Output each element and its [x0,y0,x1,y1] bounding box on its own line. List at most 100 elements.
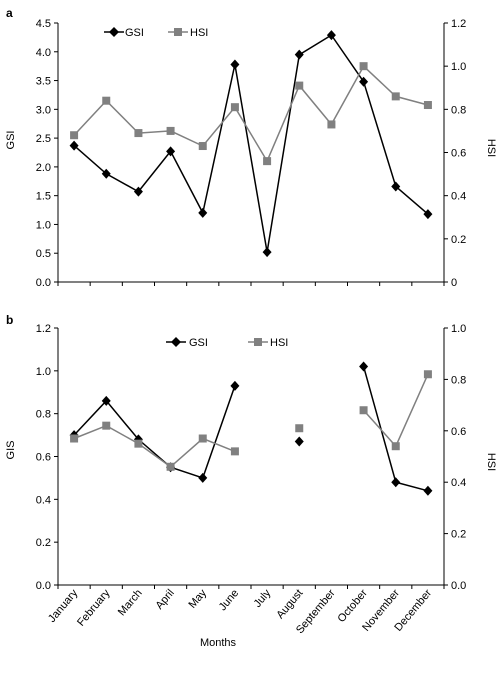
panel-a-y-right-tick-label: 0 [451,277,457,289]
panel-b-hsi-point [102,421,111,430]
panel-a-gsi-point [423,209,433,220]
panel-a-hsi-point [70,131,79,140]
panel-a-hsi-line [73,64,429,163]
panel-b-y-right-tick-label: 0.0 [451,580,466,592]
panel-a-gsi-point [326,30,336,41]
panel-b-hsi-point [359,406,368,415]
panel-b-y-left-tick-label: 0.2 [36,537,51,549]
panel-b-hsi-point [70,434,79,443]
panel-a-y-right-tick-label: 1.2 [451,18,466,30]
panel-b-gsi-point [101,395,111,406]
panel-b-hsi-point [423,370,432,379]
panel-b-hsi-point [230,447,239,456]
panel-a-hsi-point [230,103,239,112]
panel-a-y-left-label: GSI [5,131,17,150]
x-category-label: June [217,587,242,613]
panel-a-gsi-point [69,140,79,151]
panel-a-hsi-point [327,120,336,129]
panel-b-gsi-point [391,477,401,488]
panel-a-hsi-point [263,157,272,166]
panel-a-y-right-label: HSI [485,139,497,157]
panel-a-gsi-point [294,49,304,60]
panel-b-hsi-line [73,424,236,468]
panel-a-hsi-point [391,92,400,101]
panel-b-gsi-point [198,472,208,483]
panel-a-hsi-point [134,129,143,138]
chart-marks: 0.0 0.5 1.0 1.5 2.0 2.5 3.0 3.5 4.0 4.5 0 0.2 0.4 0.6… [36,18,467,636]
panel-a-y-right-tick-label: 0.2 [451,234,466,246]
x-category-label: April [154,587,177,612]
panel-b-y-right-tick-label: 0.4 [451,477,466,489]
panel-a-legend-gsi-text: GSI [125,27,144,39]
panel-b-y-right-tick-label: 0.2 [451,529,466,541]
panel-b-gsi-point [423,485,433,496]
panel-b-legend-gsi-text: GSI [189,337,208,349]
panel-a-hsi-point [423,101,432,110]
panel-a-y-right-tick-label: 1.0 [451,61,466,73]
panel-a-hsi-point [166,126,175,135]
panel-b-y-left-label: GIS [5,441,17,460]
panel-b-x-label: Months [200,637,237,649]
panel-a-gsi-point [230,59,240,70]
panel-b-hsi-point [166,462,175,471]
panel-b-y-left-tick-label: 0.8 [36,409,51,421]
panel-a-gsi-point [133,186,143,197]
panel-a-y-right-tick-label: 0.4 [451,191,466,203]
panel-a-gsi-point [101,168,111,179]
panel-b-y-right-tick-label: 0.8 [451,374,466,386]
panel-a-legend-hsi-text: HSI [190,27,208,39]
panel-a-y-right-tick-label: 0.8 [451,104,466,116]
panel-a-gsi-line [73,34,429,253]
panel-a-gsi-point [359,76,369,87]
panel-a-hsi-point [102,96,111,105]
x-category-label: March [116,587,145,618]
panel-a-y-left-tick-label: 3.5 [36,76,51,88]
panel-a-gsi-point [391,181,401,192]
panel-b-y-left-tick-label: 0.6 [36,452,51,464]
panel-a-y-right-tick-label: 0.6 [451,148,466,160]
panel-a-y-left-tick-label: 3.0 [36,104,51,116]
panel-b-legend: GSI HSI [166,337,288,349]
panel-b-gsi-point [359,361,369,372]
x-category-label: August [274,587,305,621]
panel-b-gsi-point [230,380,240,391]
panel-b-gsi-point [294,436,304,447]
x-category-label: July [252,587,274,610]
panel-b-label: b [6,313,13,327]
panel-b-hsi-point [295,424,304,433]
panel-b-y-left-tick-label: 1.2 [36,323,51,335]
panel-b-gsi-line [73,385,236,479]
panel-b-hsi-line [363,373,429,448]
panel-b-y-left-tick-label: 0.4 [36,494,51,506]
panel-b-hsi-point [134,439,143,448]
panel-a-y-left-tick-label: 1.5 [36,191,51,203]
panel-a-y-left-tick-label: 0.0 [36,277,51,289]
panel-b-y-left-tick-label: 0.0 [36,580,51,592]
panel-b-hsi-point [391,442,400,451]
panel-a-hsi-point [295,81,304,90]
panel-a-y-left-tick-label: 2.5 [36,133,51,145]
panel-a-y-left-tick-label: 1.0 [36,219,51,231]
panel-a-hsi-point [359,62,368,71]
panel-b-y-right-tick-label: 1.0 [451,323,466,335]
panel-b-legend-gsi-marker [171,337,181,347]
panel-a-gsi-point [198,207,208,218]
panel-a-legend-gsi-marker [109,27,119,37]
panel-a-legend: GSI HSI [104,27,208,39]
panel-a-y-left-tick-label: 2.0 [36,162,51,174]
panel-a-hsi-point [198,142,207,151]
panel-a-y-left-tick-label: 0.5 [36,248,51,260]
panel-a-label: a [6,6,13,20]
panel-b-legend-hsi-marker [254,338,262,346]
panel-b-y-right-label: HSI [485,453,497,471]
panel-a-legend-hsi-marker [174,28,182,36]
panel-b-hsi-point [198,434,207,443]
panel-b-legend-hsi-text: HSI [270,337,288,349]
x-category-label: February [75,587,113,629]
x-category-label: May [186,587,209,611]
panel-a-y-left-tick-label: 4.0 [36,47,51,59]
panel-b-y-left-tick-label: 1.0 [36,366,51,378]
panel-b-y-right-tick-label: 0.6 [451,426,466,438]
panel-b-gsi-line [362,366,429,492]
